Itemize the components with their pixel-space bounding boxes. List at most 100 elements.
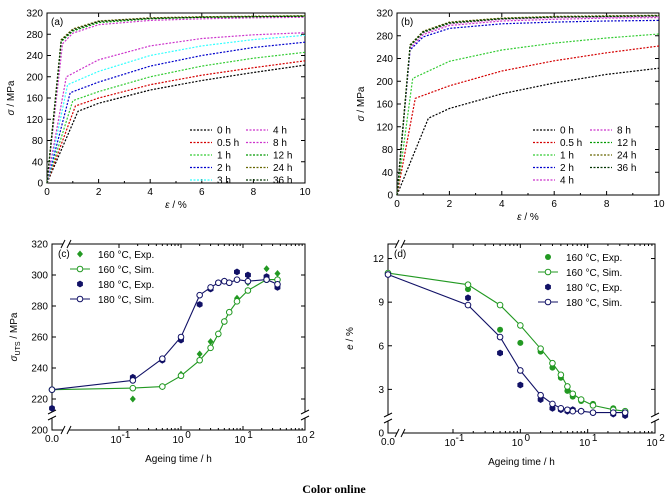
data-point xyxy=(207,344,214,352)
x-tick-label: 10 xyxy=(172,435,184,446)
data-point xyxy=(496,333,504,341)
data-point xyxy=(549,359,556,367)
data-point xyxy=(537,391,544,399)
series-line xyxy=(46,64,306,184)
data-point xyxy=(221,318,228,325)
data-point xyxy=(77,280,83,288)
panel-label: (a) xyxy=(51,17,63,28)
data-point xyxy=(129,395,136,403)
y-tick-label: 200 xyxy=(26,72,43,83)
y-tick-label: 0 xyxy=(37,179,43,190)
data-point xyxy=(517,381,524,389)
x-tick-label: 2 xyxy=(447,199,453,210)
x-tick-label: 4 xyxy=(147,187,153,198)
x-tick-exponent: 0 xyxy=(185,430,191,441)
axis-break xyxy=(60,425,66,435)
figure-caption: Color online xyxy=(302,482,366,496)
data-point xyxy=(569,390,577,398)
y-tick-label: 320 xyxy=(376,9,393,20)
axis-break xyxy=(652,415,658,421)
data-point xyxy=(564,406,571,414)
data-point xyxy=(129,377,137,384)
data-point xyxy=(274,281,281,288)
data-point xyxy=(233,276,241,283)
legend-label: 8 h xyxy=(617,126,631,137)
axis-break xyxy=(60,239,66,249)
series-line xyxy=(46,15,306,184)
data-point xyxy=(577,396,585,403)
y-tick-label: 200 xyxy=(376,77,393,88)
legend-label: 12 h xyxy=(273,151,292,162)
data-point xyxy=(621,409,629,416)
data-point xyxy=(545,283,551,291)
y-tick-label: 0 xyxy=(378,429,384,440)
axis-break xyxy=(66,425,72,435)
y-tick-label: 120 xyxy=(26,115,43,126)
y-tick-label: 300 xyxy=(31,271,48,282)
x-tick-label: 8 xyxy=(251,187,257,198)
series-line xyxy=(46,41,306,184)
data-point xyxy=(177,333,185,341)
x-tick-label: 10 xyxy=(234,435,246,446)
x-tick-exponent: 0 xyxy=(525,433,531,444)
legend-label: 2 h xyxy=(560,163,574,174)
x-tick-label: 10 xyxy=(512,438,524,449)
legend-label: 1 h xyxy=(560,151,574,162)
series-line xyxy=(46,15,306,184)
data-point xyxy=(263,276,270,283)
x-tick-label: 6 xyxy=(199,187,205,198)
legend-label: 180 °C, Exp. xyxy=(98,280,154,291)
x-tick-label: 10 xyxy=(296,435,308,446)
y-tick-label: 220 xyxy=(31,395,48,406)
data-point xyxy=(464,301,472,309)
x-tick-label: 10 xyxy=(110,435,122,446)
x-tick-exponent: 1 xyxy=(247,430,253,441)
x-tick-exponent: 2 xyxy=(309,430,315,441)
series-line xyxy=(396,19,660,196)
data-point xyxy=(545,254,551,260)
x-tick-label: 4 xyxy=(499,199,505,210)
panel-label: (d) xyxy=(394,249,406,260)
data-point xyxy=(569,407,577,415)
data-point xyxy=(196,291,203,299)
axis-break xyxy=(394,239,400,249)
axis-break xyxy=(650,412,660,418)
x-tick-label: 10 xyxy=(444,438,456,449)
y-tick-label: 160 xyxy=(26,94,43,105)
y-tick-label: 80 xyxy=(382,145,394,156)
data-point xyxy=(274,269,281,277)
data-point xyxy=(589,402,597,409)
y-axis-label: σ / MPa xyxy=(356,86,367,121)
data-point xyxy=(384,271,392,278)
data-point xyxy=(207,338,214,346)
data-point xyxy=(517,367,524,374)
legend-label: 180 °C, Exp. xyxy=(566,283,622,294)
y-tick-label: 0 xyxy=(387,191,393,202)
data-point xyxy=(517,322,524,329)
data-point xyxy=(215,279,222,287)
y-tick-label: 80 xyxy=(32,136,44,147)
data-point xyxy=(496,301,504,309)
data-point xyxy=(589,409,597,416)
x-tick-label: 10 xyxy=(579,438,591,449)
series-line xyxy=(396,15,660,196)
y-axis-label: e / % xyxy=(345,327,356,350)
series-line xyxy=(396,33,660,196)
data-point xyxy=(564,383,571,390)
x-tick-label: 10 xyxy=(646,438,658,449)
data-point xyxy=(609,409,617,416)
data-point xyxy=(196,301,203,308)
data-point xyxy=(557,371,565,379)
data-point xyxy=(544,298,552,306)
series-line xyxy=(387,273,626,414)
y-tick-label: 320 xyxy=(26,9,43,20)
data-point xyxy=(497,349,503,357)
legend-label: 160 °C, Exp. xyxy=(98,250,154,261)
data-point xyxy=(225,308,233,316)
data-point xyxy=(244,277,252,285)
legend-label: 8 h xyxy=(273,138,287,149)
x-tick-label: 10 xyxy=(299,187,311,198)
y-tick-label: 12 xyxy=(373,254,385,265)
series-line xyxy=(46,32,306,184)
legend-label: 160 °C, Sim. xyxy=(98,265,154,276)
